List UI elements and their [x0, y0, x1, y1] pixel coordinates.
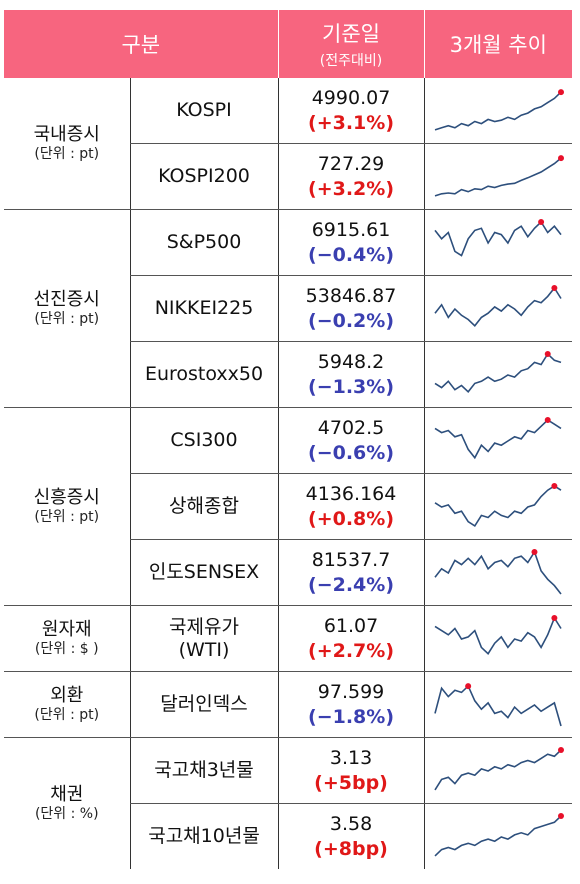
- sparkline-path: [435, 552, 561, 594]
- row-name-kospi: KOSPI: [130, 78, 278, 144]
- sparkline-path: [435, 92, 561, 130]
- trend-kospi: [424, 78, 572, 144]
- row-value-kospi: 4990.07 (+3.1%): [278, 78, 424, 144]
- row-value-nikkei225: 53846.87 (−0.2%): [278, 276, 424, 342]
- sparkline-wti: [430, 613, 566, 665]
- sparkline-peak-marker: [552, 483, 558, 489]
- sparkline-path: [435, 288, 561, 326]
- sparkline-peak-marker: [532, 549, 538, 555]
- group-fx: 외환 (단위 : pt): [4, 672, 130, 738]
- header-category: 구분: [4, 10, 278, 78]
- sparkline-peak-marker: [465, 683, 471, 689]
- sparkline-peak-marker: [558, 813, 564, 819]
- row-name-wti: 국제유가 (WTI): [130, 606, 278, 672]
- row-value-wti: 61.07 (+2.7%): [278, 606, 424, 672]
- sparkline-dxy: [430, 679, 566, 731]
- group-emerging: 신흥증시 (단위 : pt): [4, 408, 130, 606]
- row-value-dxy: 97.599 (−1.8%): [278, 672, 424, 738]
- trend-wti: [424, 606, 572, 672]
- header-date: 기준일 (전주대비): [278, 10, 424, 78]
- row-value-sensex: 81537.7 (−2.4%): [278, 540, 424, 606]
- sparkline-kospi: [430, 85, 566, 137]
- row-name-csi300: CSI300: [130, 408, 278, 474]
- sparkline-sp500: [430, 217, 566, 269]
- sparkline-path: [435, 222, 561, 256]
- sparkline-peak-marker: [545, 417, 551, 423]
- sparkline-peak-marker: [538, 219, 544, 225]
- sparkline-peak-marker: [558, 89, 564, 95]
- row-value-kospi200: 727.29 (+3.2%): [278, 144, 424, 210]
- sparkline-sensex: [430, 547, 566, 599]
- sparkline-ktb10: [430, 811, 566, 863]
- row-name-nikkei225: NIKKEI225: [130, 276, 278, 342]
- row-value-shanghai: 4136.164 (+0.8%): [278, 474, 424, 540]
- sparkline-path: [435, 816, 561, 856]
- row-value-sp500: 6915.61 (−0.4%): [278, 210, 424, 276]
- header-trend: 3개월 추이: [424, 10, 572, 78]
- market-summary-table: 구분 기준일 (전주대비) 3개월 추이 국내증시 (단위 : pt) KOSPI …: [0, 10, 580, 884]
- sparkline-path: [435, 420, 561, 458]
- trend-csi300: [424, 408, 572, 474]
- trend-eurostoxx50: [424, 342, 572, 408]
- row-name-kospi200: KOSPI200: [130, 144, 278, 210]
- sparkline-eurostoxx50: [430, 349, 566, 401]
- sparkline-peak-marker: [552, 615, 558, 621]
- sparkline-peak-marker: [558, 155, 564, 161]
- sparkline-nikkei225: [430, 283, 566, 335]
- sparkline-path: [435, 686, 561, 726]
- row-name-shanghai: 상해종합: [130, 474, 278, 540]
- row-name-sensex: 인도SENSEX: [130, 540, 278, 606]
- sparkline-path: [435, 750, 561, 790]
- sparkline-csi300: [430, 415, 566, 467]
- group-developed: 선진증시 (단위 : pt): [4, 210, 130, 408]
- group-domestic: 국내증시 (단위 : pt): [4, 78, 130, 210]
- trend-nikkei225: [424, 276, 572, 342]
- trend-kospi200: [424, 144, 572, 210]
- trend-sp500: [424, 210, 572, 276]
- sparkline-path: [435, 618, 561, 654]
- sparkline-shanghai: [430, 481, 566, 533]
- row-value-eurostoxx50: 5948.2 (−1.3%): [278, 342, 424, 408]
- trend-dxy: [424, 672, 572, 738]
- group-commodity: 원자재 (단위 : $ ): [4, 606, 130, 672]
- row-name-eurostoxx50: Eurostoxx50: [130, 342, 278, 408]
- trend-shanghai: [424, 474, 572, 540]
- row-name-ktb10: 국고채10년물: [130, 804, 278, 870]
- sparkline-peak-marker: [558, 747, 564, 753]
- sparkline-ktb3: [430, 745, 566, 797]
- group-bond: 채권 (단위 : %): [4, 738, 130, 870]
- trend-ktb3: [424, 738, 572, 804]
- sparkline-path: [435, 158, 561, 196]
- sparkline-peak-marker: [552, 285, 558, 291]
- sparkline-peak-marker: [545, 351, 551, 357]
- row-value-ktb3: 3.13 (+5bp): [278, 738, 424, 804]
- row-name-dxy: 달러인덱스: [130, 672, 278, 738]
- row-value-ktb10: 3.58 (+8bp): [278, 804, 424, 870]
- sparkline-path: [435, 354, 561, 392]
- row-name-sp500: S&P500: [130, 210, 278, 276]
- sparkline-path: [435, 486, 561, 526]
- sparkline-kospi200: [430, 151, 566, 203]
- row-value-csi300: 4702.5 (−0.6%): [278, 408, 424, 474]
- trend-ktb10: [424, 804, 572, 870]
- trend-sensex: [424, 540, 572, 606]
- row-name-ktb3: 국고채3년물: [130, 738, 278, 804]
